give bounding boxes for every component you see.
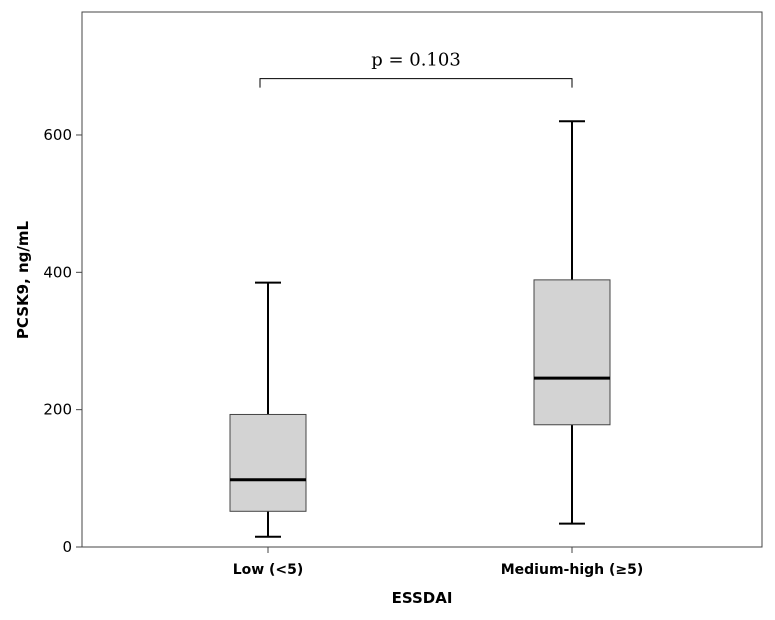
x-category-label: Low (<5) [233, 562, 304, 578]
p-value-label: p = 0.103 [371, 50, 461, 71]
y-tick-label: 200 [43, 401, 72, 419]
y-tick-label: 400 [43, 263, 72, 281]
x-axis-title: ESSDAI [392, 589, 453, 607]
y-tick-label: 0 [62, 538, 72, 556]
y-axis: 0 200 400 600 [43, 126, 82, 556]
box-series [229, 120, 611, 538]
x-axis: Low (<5) Medium-high (≥5) [233, 547, 644, 578]
box-group [229, 281, 307, 538]
iqr-box [229, 413, 307, 512]
y-axis-title: PCSK9, ng/mL [14, 220, 32, 339]
plot-area-frame [81, 11, 763, 548]
x-category-label: Medium-high (≥5) [501, 562, 644, 578]
significance-bracket [259, 78, 573, 88]
y-tick-label: 600 [43, 126, 72, 144]
box-group [533, 120, 611, 525]
iqr-box [533, 279, 611, 426]
significance-annotation: p = 0.103 [259, 50, 573, 88]
